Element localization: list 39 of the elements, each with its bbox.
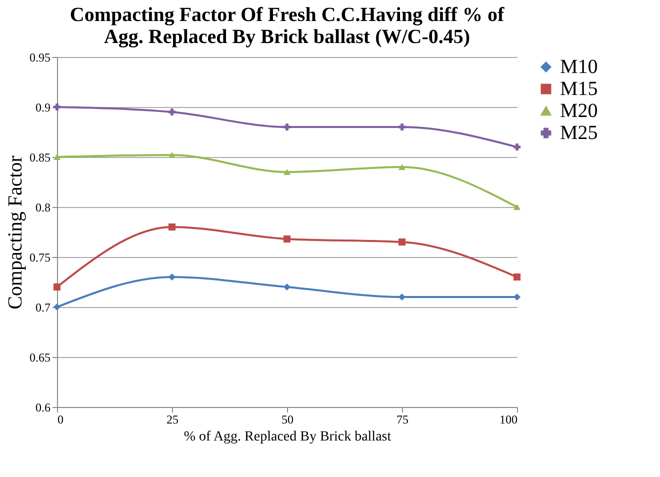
y-tick-label: 0.7 xyxy=(36,300,50,314)
point xyxy=(168,223,176,231)
point xyxy=(53,154,61,160)
point xyxy=(513,204,521,210)
x-tick-label: 25 xyxy=(166,412,178,426)
x-axis-title: % of Agg. Replaced By Brick ballast xyxy=(184,430,392,444)
x-tick-label: 75 xyxy=(396,412,408,426)
y-tick-label: 0.9 xyxy=(36,100,50,114)
legend-label: M15 xyxy=(560,78,598,100)
point xyxy=(398,238,406,246)
legend-label: M25 xyxy=(560,122,598,144)
point xyxy=(53,283,61,291)
y-tick-label: 0.95 xyxy=(30,50,50,64)
y-tick-label: 0.8 xyxy=(36,200,50,214)
point xyxy=(53,303,61,311)
point xyxy=(283,123,291,131)
text: Agg. Replaced By Brick ballast (W/C-0.45) xyxy=(104,26,470,48)
y-axis-title: Compacting Factor xyxy=(4,155,26,310)
point xyxy=(53,103,61,111)
point xyxy=(168,152,176,158)
x-tick-label: 50 xyxy=(282,412,294,426)
point xyxy=(398,164,406,170)
legend-label: M20 xyxy=(560,100,598,122)
point xyxy=(513,273,521,281)
y-tick-label: 0.85 xyxy=(30,150,50,164)
point xyxy=(168,273,176,281)
point xyxy=(283,168,291,176)
legend-label: M10 xyxy=(560,56,598,78)
point xyxy=(513,143,521,151)
point xyxy=(398,123,406,131)
x-tick-label: 100 xyxy=(500,412,518,426)
point xyxy=(283,283,291,291)
y-tick-label: 0.6 xyxy=(36,400,50,414)
y-tick-label: 0.75 xyxy=(30,250,50,264)
y-tick-label: 0.65 xyxy=(30,350,50,364)
point xyxy=(283,235,291,243)
text: Compacting Factor Of Fresh C.C.Having diff % of xyxy=(70,4,504,26)
point xyxy=(168,108,176,116)
x-tick-label: 0 xyxy=(58,412,64,426)
